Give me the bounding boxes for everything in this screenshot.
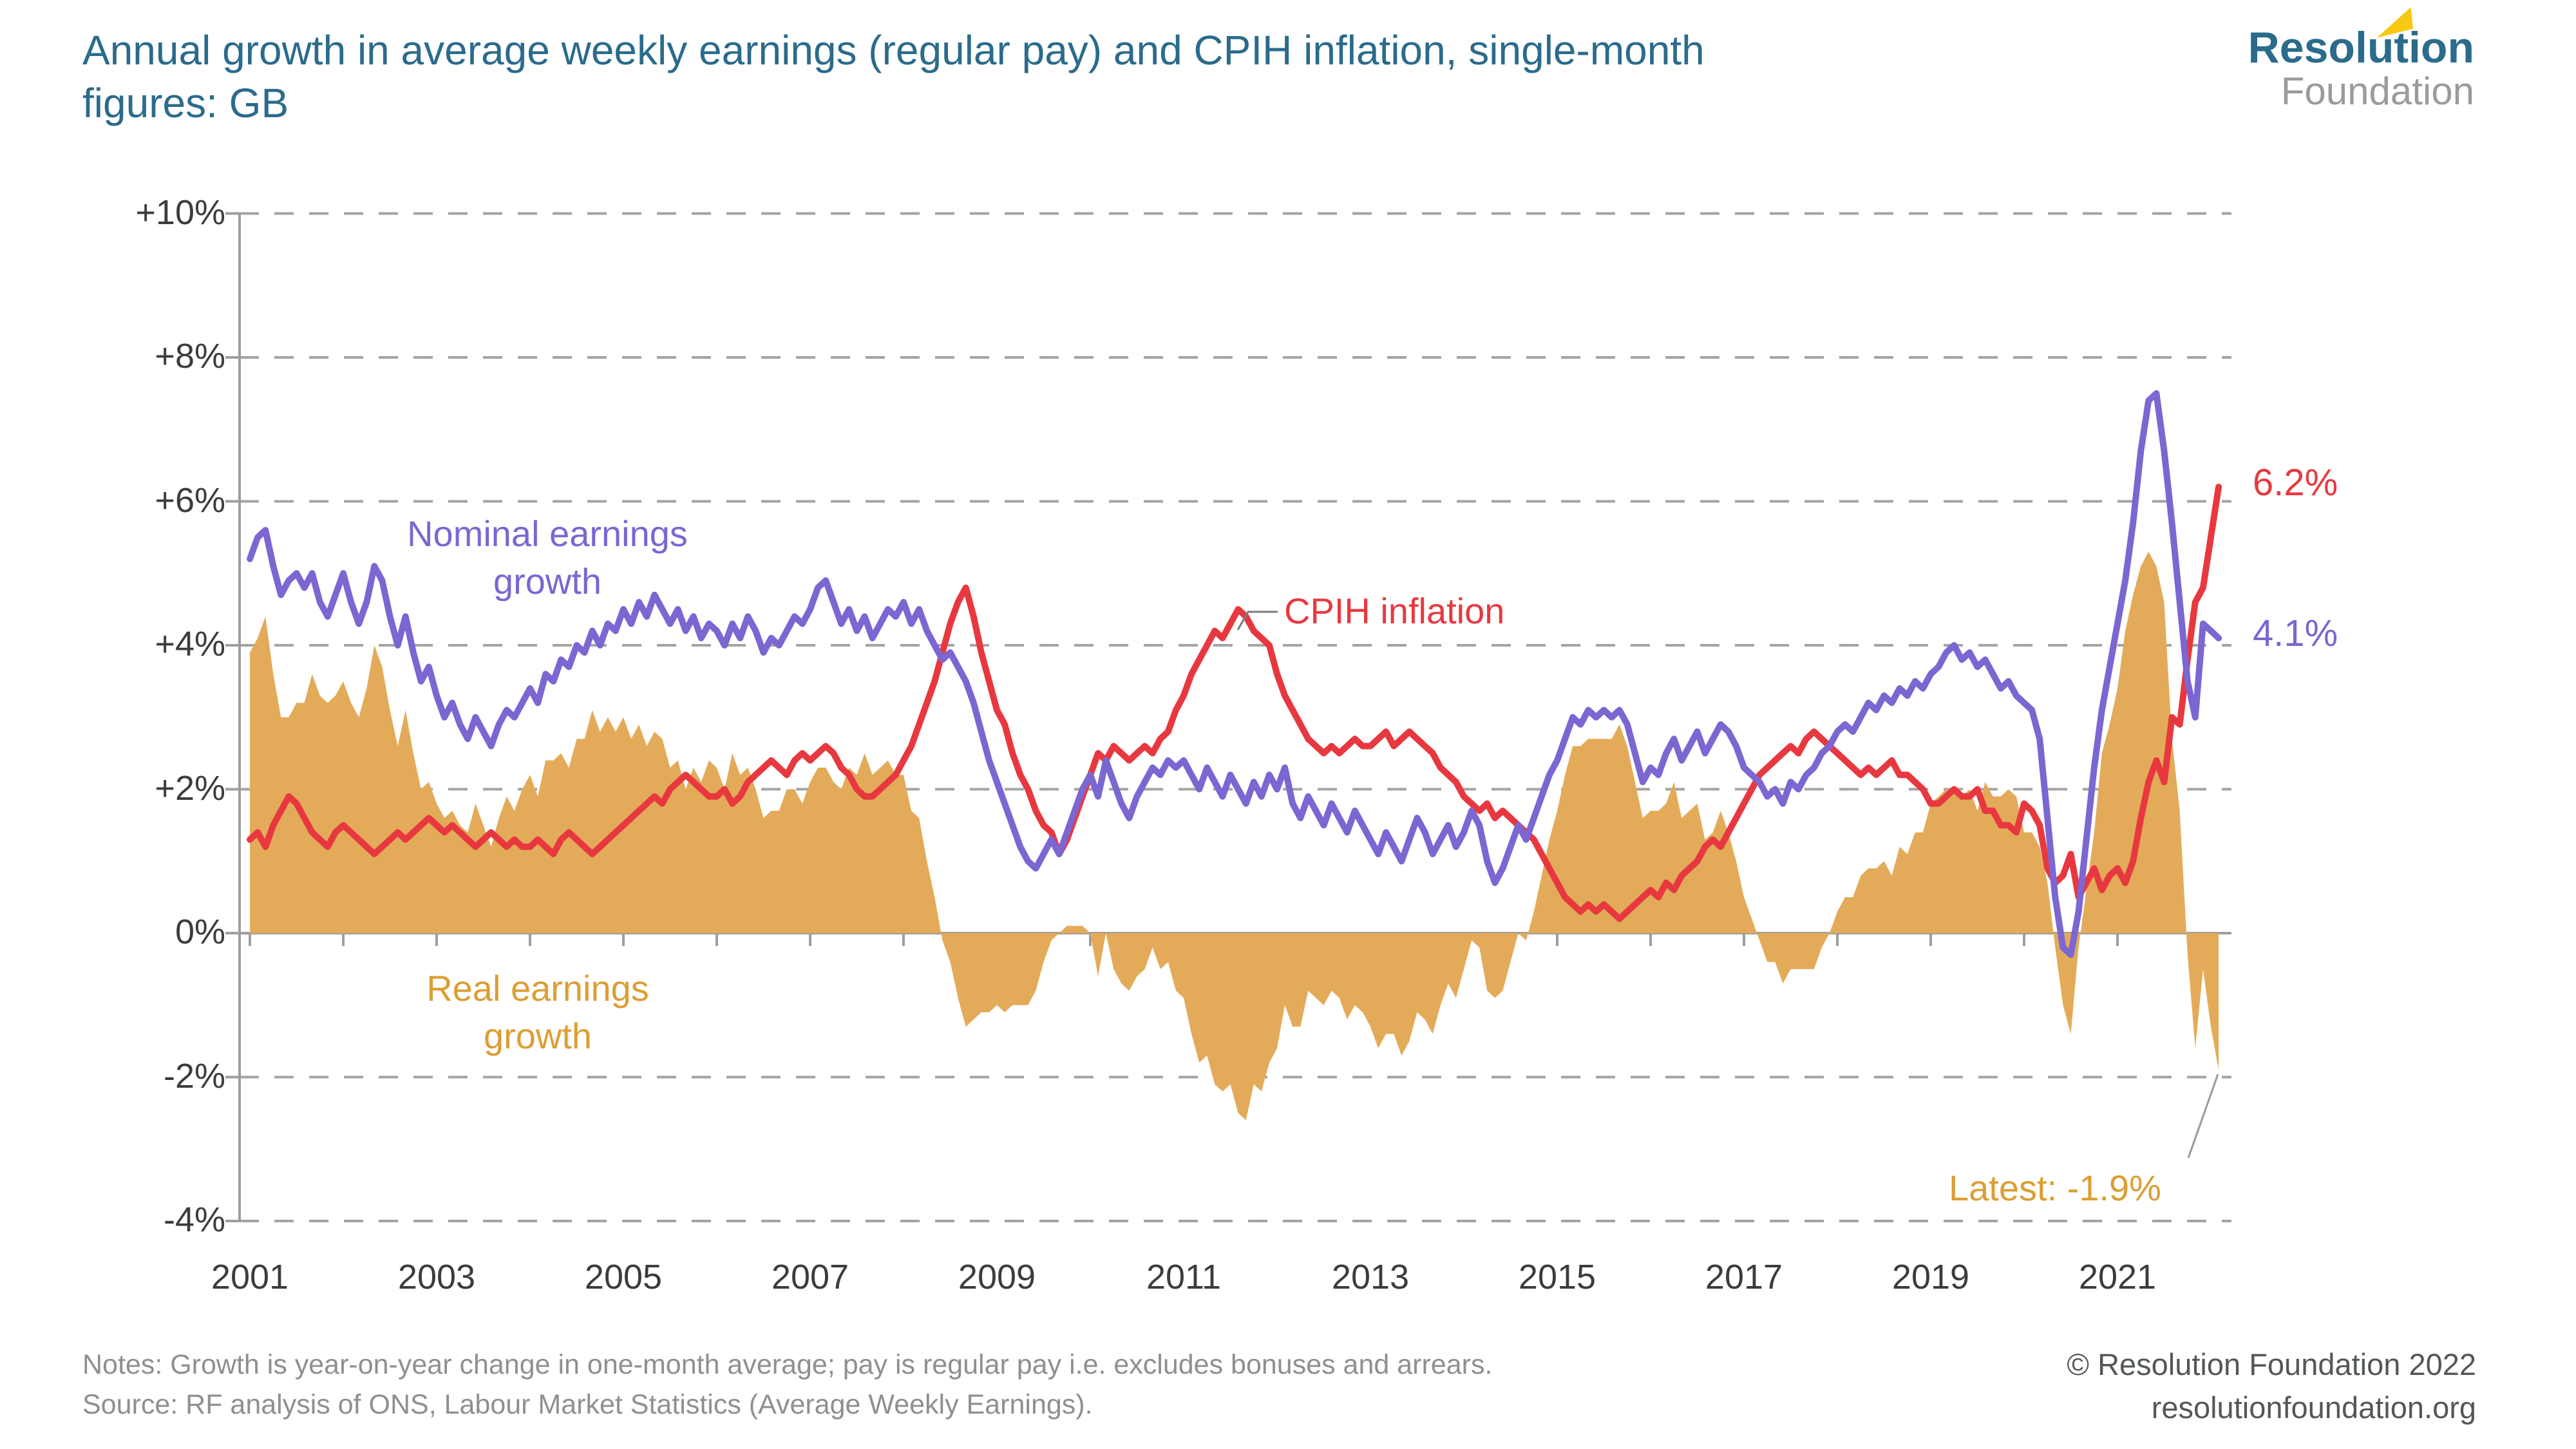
- cpih-inflation-line: [247, 484, 2222, 922]
- cpih-inflation-label: CPIH inflation: [1284, 591, 1505, 631]
- y-tick-label-+6%: +6%: [155, 480, 225, 520]
- x-tick-label-2005: 2005: [584, 1258, 663, 1296]
- x-tick-label-2009: 2009: [958, 1258, 1036, 1296]
- x-tick-label-2019: 2019: [1891, 1258, 1970, 1296]
- nominal-earnings-line: [247, 390, 2222, 958]
- notes-line: Notes: Growth is year-on-year change in …: [82, 1349, 1493, 1380]
- page-title: Annual growth in average weekly earnings…: [82, 24, 2221, 130]
- x-tick-label-2011: 2011: [1146, 1258, 1222, 1296]
- x-tick-label-2015: 2015: [1518, 1258, 1596, 1296]
- x-tick-label-2013: 2013: [1331, 1258, 1410, 1296]
- page-title-line1: Annual growth in average weekly earnings…: [82, 27, 1705, 73]
- x-tick-label-2007: 2007: [771, 1258, 849, 1296]
- footnotes: Notes: Growth is year-on-year change in …: [82, 1345, 1492, 1425]
- resolution-foundation-logo: Resolution Foundation: [2248, 26, 2474, 111]
- y-tick-label-+2%: +2%: [155, 768, 225, 808]
- latest-value-callout: Latest: -1.9%: [1949, 1168, 2161, 1208]
- logo-text-resolution: Resolution: [2248, 23, 2474, 72]
- copyright-block: © Resolution Foundation 2022 resolutionf…: [2067, 1343, 2476, 1429]
- nominal-end-value-label: 4.1%: [2253, 612, 2338, 654]
- copyright-line: © Resolution Foundation 2022: [2067, 1347, 2476, 1381]
- logo-text-foundation: Foundation: [2280, 70, 2474, 113]
- x-tick-label-2021: 2021: [2078, 1258, 2157, 1296]
- cpih-leader-line: [1236, 611, 1278, 630]
- latest-leader-line: [2187, 1074, 2219, 1159]
- y-tick-label-+4%: +4%: [155, 625, 225, 663]
- page-title-line2: figures: GB: [82, 79, 289, 126]
- y-tick-label--4%: -4%: [163, 1200, 225, 1239]
- x-tick-label-2001: 2001: [211, 1258, 289, 1296]
- nominal-earnings-growth-label: Nominal earnings growth: [407, 513, 688, 601]
- y-tick-label-+8%: +8%: [155, 337, 225, 375]
- real-earnings-growth-label: Real earnings growth: [426, 968, 649, 1056]
- cpih-end-value-label: 6.2%: [2253, 462, 2338, 504]
- y-tick-label--2%: -2%: [163, 1056, 225, 1095]
- y-tick-label-0%: 0%: [175, 913, 225, 951]
- source-line: Source: RF analysis of ONS, Labour Marke…: [82, 1389, 1093, 1421]
- logo-wordmark-resolution: Resolution: [2248, 26, 2474, 70]
- x-tick-label-2017: 2017: [1705, 1258, 1783, 1296]
- x-tick-label-2003: 2003: [397, 1258, 476, 1296]
- website-line: resolutionfoundation.org: [2151, 1390, 2476, 1425]
- y-tick-label-+10%: +10%: [135, 193, 225, 232]
- real-earnings-area: [250, 551, 2219, 1121]
